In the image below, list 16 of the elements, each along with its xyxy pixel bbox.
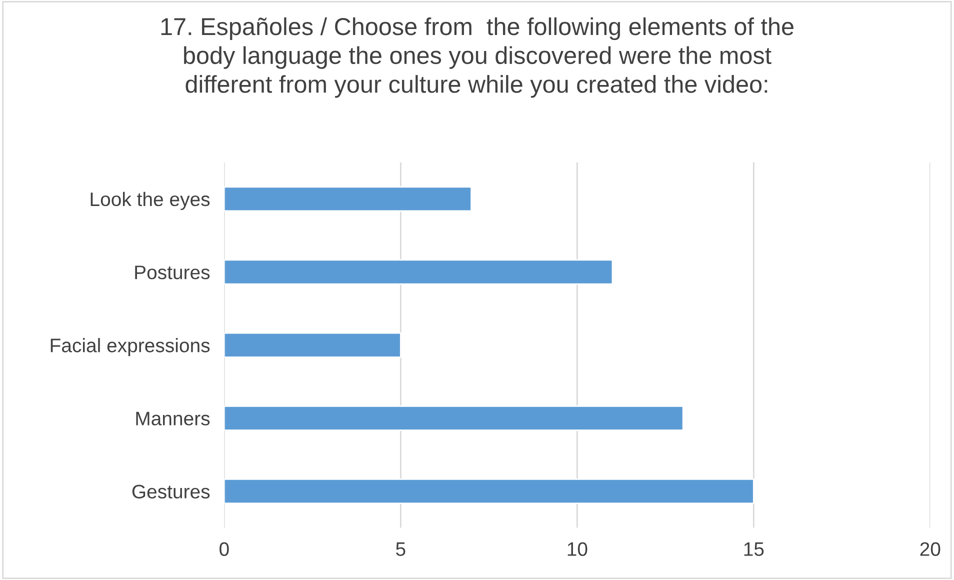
bar bbox=[224, 259, 614, 285]
y-tick-label: Gestures bbox=[132, 484, 210, 498]
y-tick-label: Facial expressions bbox=[50, 338, 210, 356]
bar bbox=[224, 405, 684, 431]
y-tick-label: Postures bbox=[135, 266, 210, 280]
chart-title: 17. Españoles / Choose from the following elements of the body language the ones you discovered were the most different from your culture while you created the video: bbox=[161, 17, 794, 98]
y-tick-label: Look the eyes bbox=[90, 192, 210, 210]
x-tick-label: 5 bbox=[396, 542, 406, 556]
bar bbox=[224, 478, 754, 504]
bar bbox=[224, 186, 472, 212]
x-tick-label: 20 bbox=[920, 542, 940, 556]
x-tick-label: 0 bbox=[220, 542, 229, 556]
x-tick-label: 10 bbox=[568, 542, 588, 556]
bar bbox=[224, 332, 402, 358]
y-tick-label: Manners bbox=[136, 412, 210, 426]
x-tick-label: 15 bbox=[744, 542, 764, 556]
